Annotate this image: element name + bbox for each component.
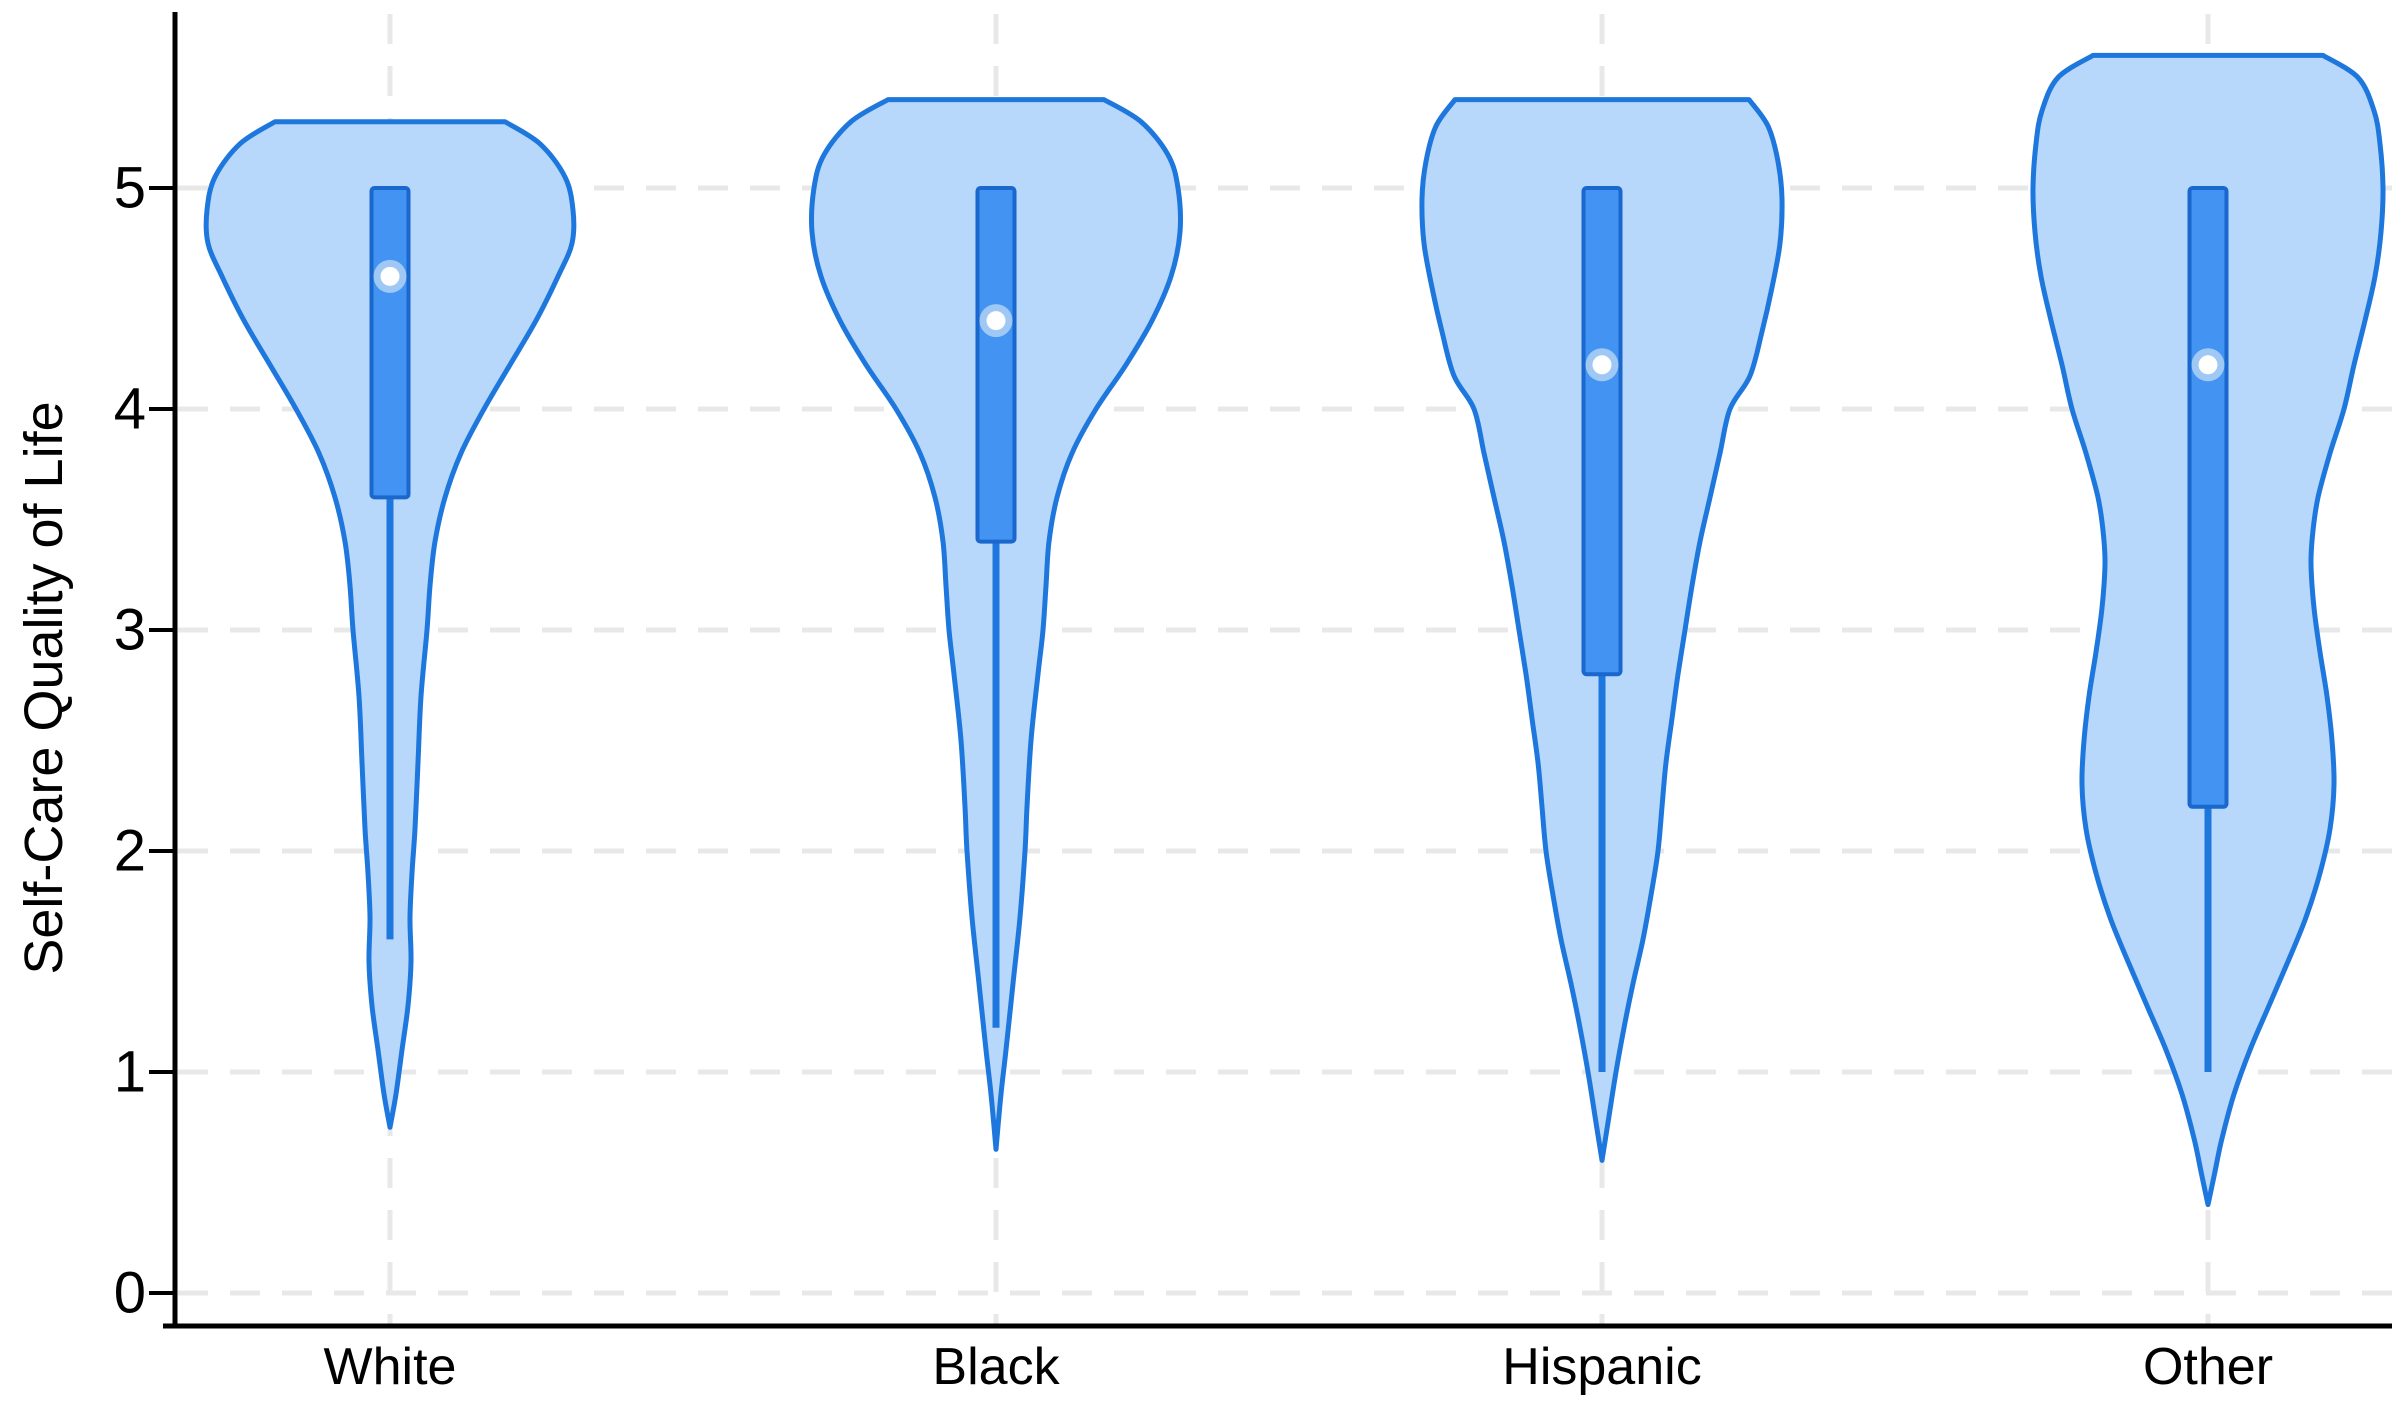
iqr-box-other xyxy=(2187,186,2229,809)
iqr-box-hispanic xyxy=(1581,186,1623,677)
y-tick-label: 2 xyxy=(114,819,146,884)
x-category-label: Black xyxy=(932,1338,1060,1396)
y-tick-label: 4 xyxy=(114,377,146,442)
axes-layer xyxy=(149,12,2392,1329)
x-category-label: Other xyxy=(2143,1338,2273,1396)
iqr-box-black xyxy=(975,186,1017,544)
y-tick-label: 1 xyxy=(114,1040,146,1105)
y-axis-title: Self-Care Quality of Life xyxy=(14,401,74,974)
y-tick-label: 5 xyxy=(114,156,146,221)
median-dot-other xyxy=(2198,355,2218,375)
median-dot-black xyxy=(986,311,1006,331)
y-tick-label: 3 xyxy=(114,598,146,663)
x-category-label: Hispanic xyxy=(1502,1338,1701,1396)
axis-labels-layer: 0 1 2 3 4 5 White Black Hispanic Other Self-Care Q… xyxy=(14,156,2273,1397)
x-category-label: White xyxy=(324,1338,457,1396)
boxplots-layer xyxy=(369,186,2229,1072)
iqr-box-white xyxy=(369,186,411,500)
median-dot-hispanic xyxy=(1592,355,1612,375)
median-dot-white xyxy=(380,266,400,286)
y-tick-label: 0 xyxy=(114,1261,146,1326)
